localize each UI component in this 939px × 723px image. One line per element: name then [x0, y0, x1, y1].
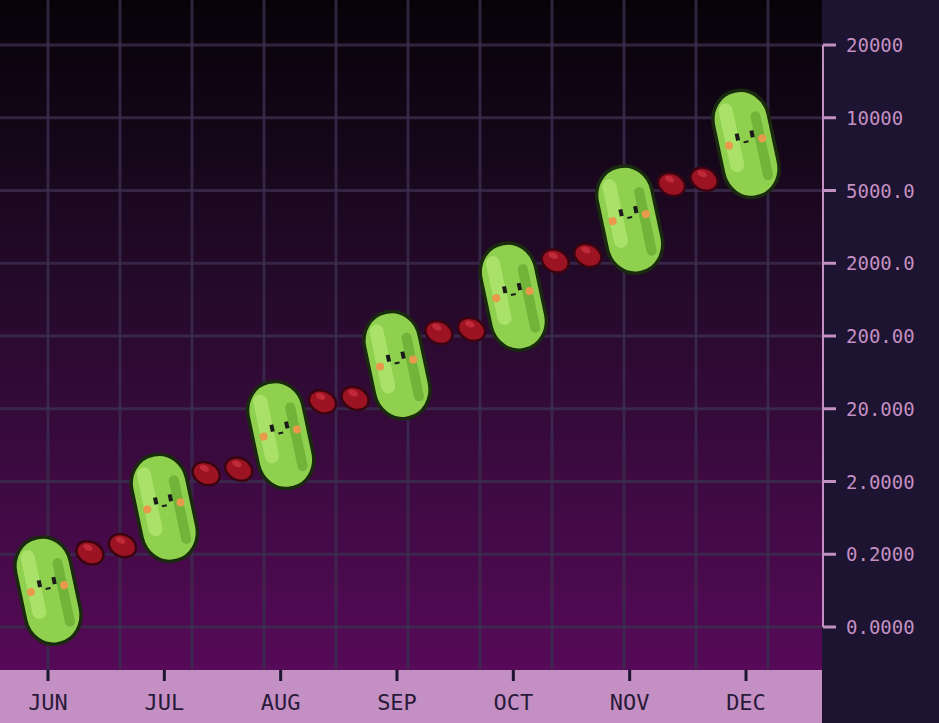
x-tick-label: JUL: [144, 690, 184, 715]
line-bean: [422, 317, 457, 349]
plot-background: [0, 0, 822, 670]
marker-pickle: [591, 161, 668, 278]
y-tick-label: 2.0000: [846, 471, 915, 493]
grid-line: [0, 262, 822, 265]
x-tick: [47, 670, 50, 681]
chart-root: 0.0000 0.2000 2.0000 20.000 200.00 2000.0 5000…: [0, 0, 939, 723]
y-tick-label: 10000: [846, 107, 903, 129]
x-tick-label: AUG: [261, 690, 301, 715]
y-tick: [823, 335, 836, 338]
marker-pickle: [475, 238, 552, 355]
grid-line: [0, 626, 822, 629]
grid-line: [0, 480, 822, 483]
y-tick-label: 200.00: [846, 325, 915, 347]
x-tick: [279, 670, 282, 681]
chart-svg: 0.0000 0.2000 2.0000 20.000 200.00 2000.0 5000…: [0, 0, 939, 723]
marker-pickle: [242, 376, 319, 493]
x-tick: [396, 670, 399, 681]
line-bean: [338, 382, 373, 414]
line-bean: [454, 313, 489, 345]
grid-line: [0, 116, 822, 119]
y-tick: [823, 480, 836, 483]
x-tick: [628, 670, 631, 681]
data-group: [9, 85, 784, 649]
line-bean: [105, 530, 140, 562]
grid: [0, 0, 822, 670]
x-tick: [163, 670, 166, 681]
x-tick: [745, 670, 748, 681]
y-tick: [823, 189, 836, 192]
axis-panel: [822, 0, 939, 723]
y-tick-label: 5000.0: [846, 180, 915, 202]
line-bean: [538, 245, 573, 277]
marker-pickle: [126, 449, 203, 566]
y-tick-label: 20.000: [846, 398, 915, 420]
y-axis-line: [822, 45, 824, 627]
line-bean: [570, 239, 605, 271]
x-tick-label: NOV: [610, 690, 650, 715]
marker-pickle: [707, 85, 784, 202]
x-tick-label: DEC: [726, 690, 766, 715]
y-tick-label: 0.0000: [846, 616, 915, 638]
x-tick-label: OCT: [493, 690, 533, 715]
series-line: [48, 144, 746, 591]
x-tick: [512, 670, 515, 681]
y-tick: [823, 553, 836, 556]
y-tick-label: 2000.0: [846, 252, 915, 274]
marker-pickle: [9, 532, 86, 649]
series-path: [48, 144, 746, 591]
x-tick-label: JUN: [28, 690, 68, 715]
line-bean: [189, 458, 224, 490]
y-tick: [823, 626, 836, 629]
x-axis-band: [0, 670, 822, 723]
line-bean: [654, 169, 689, 201]
line-bean: [221, 453, 256, 485]
y-tick-label: 0.2000: [846, 543, 915, 565]
line-bean: [73, 537, 108, 569]
grid-line: [0, 44, 822, 47]
y-tick: [823, 44, 836, 47]
line-bean: [687, 163, 722, 195]
y-tick: [823, 407, 836, 410]
y-tick: [823, 262, 836, 265]
y-tick-label: 20000: [846, 34, 903, 56]
marker-pickle: [358, 306, 435, 423]
line-bean: [305, 386, 340, 418]
x-tick-label: SEP: [377, 690, 417, 715]
y-tick: [823, 116, 836, 119]
